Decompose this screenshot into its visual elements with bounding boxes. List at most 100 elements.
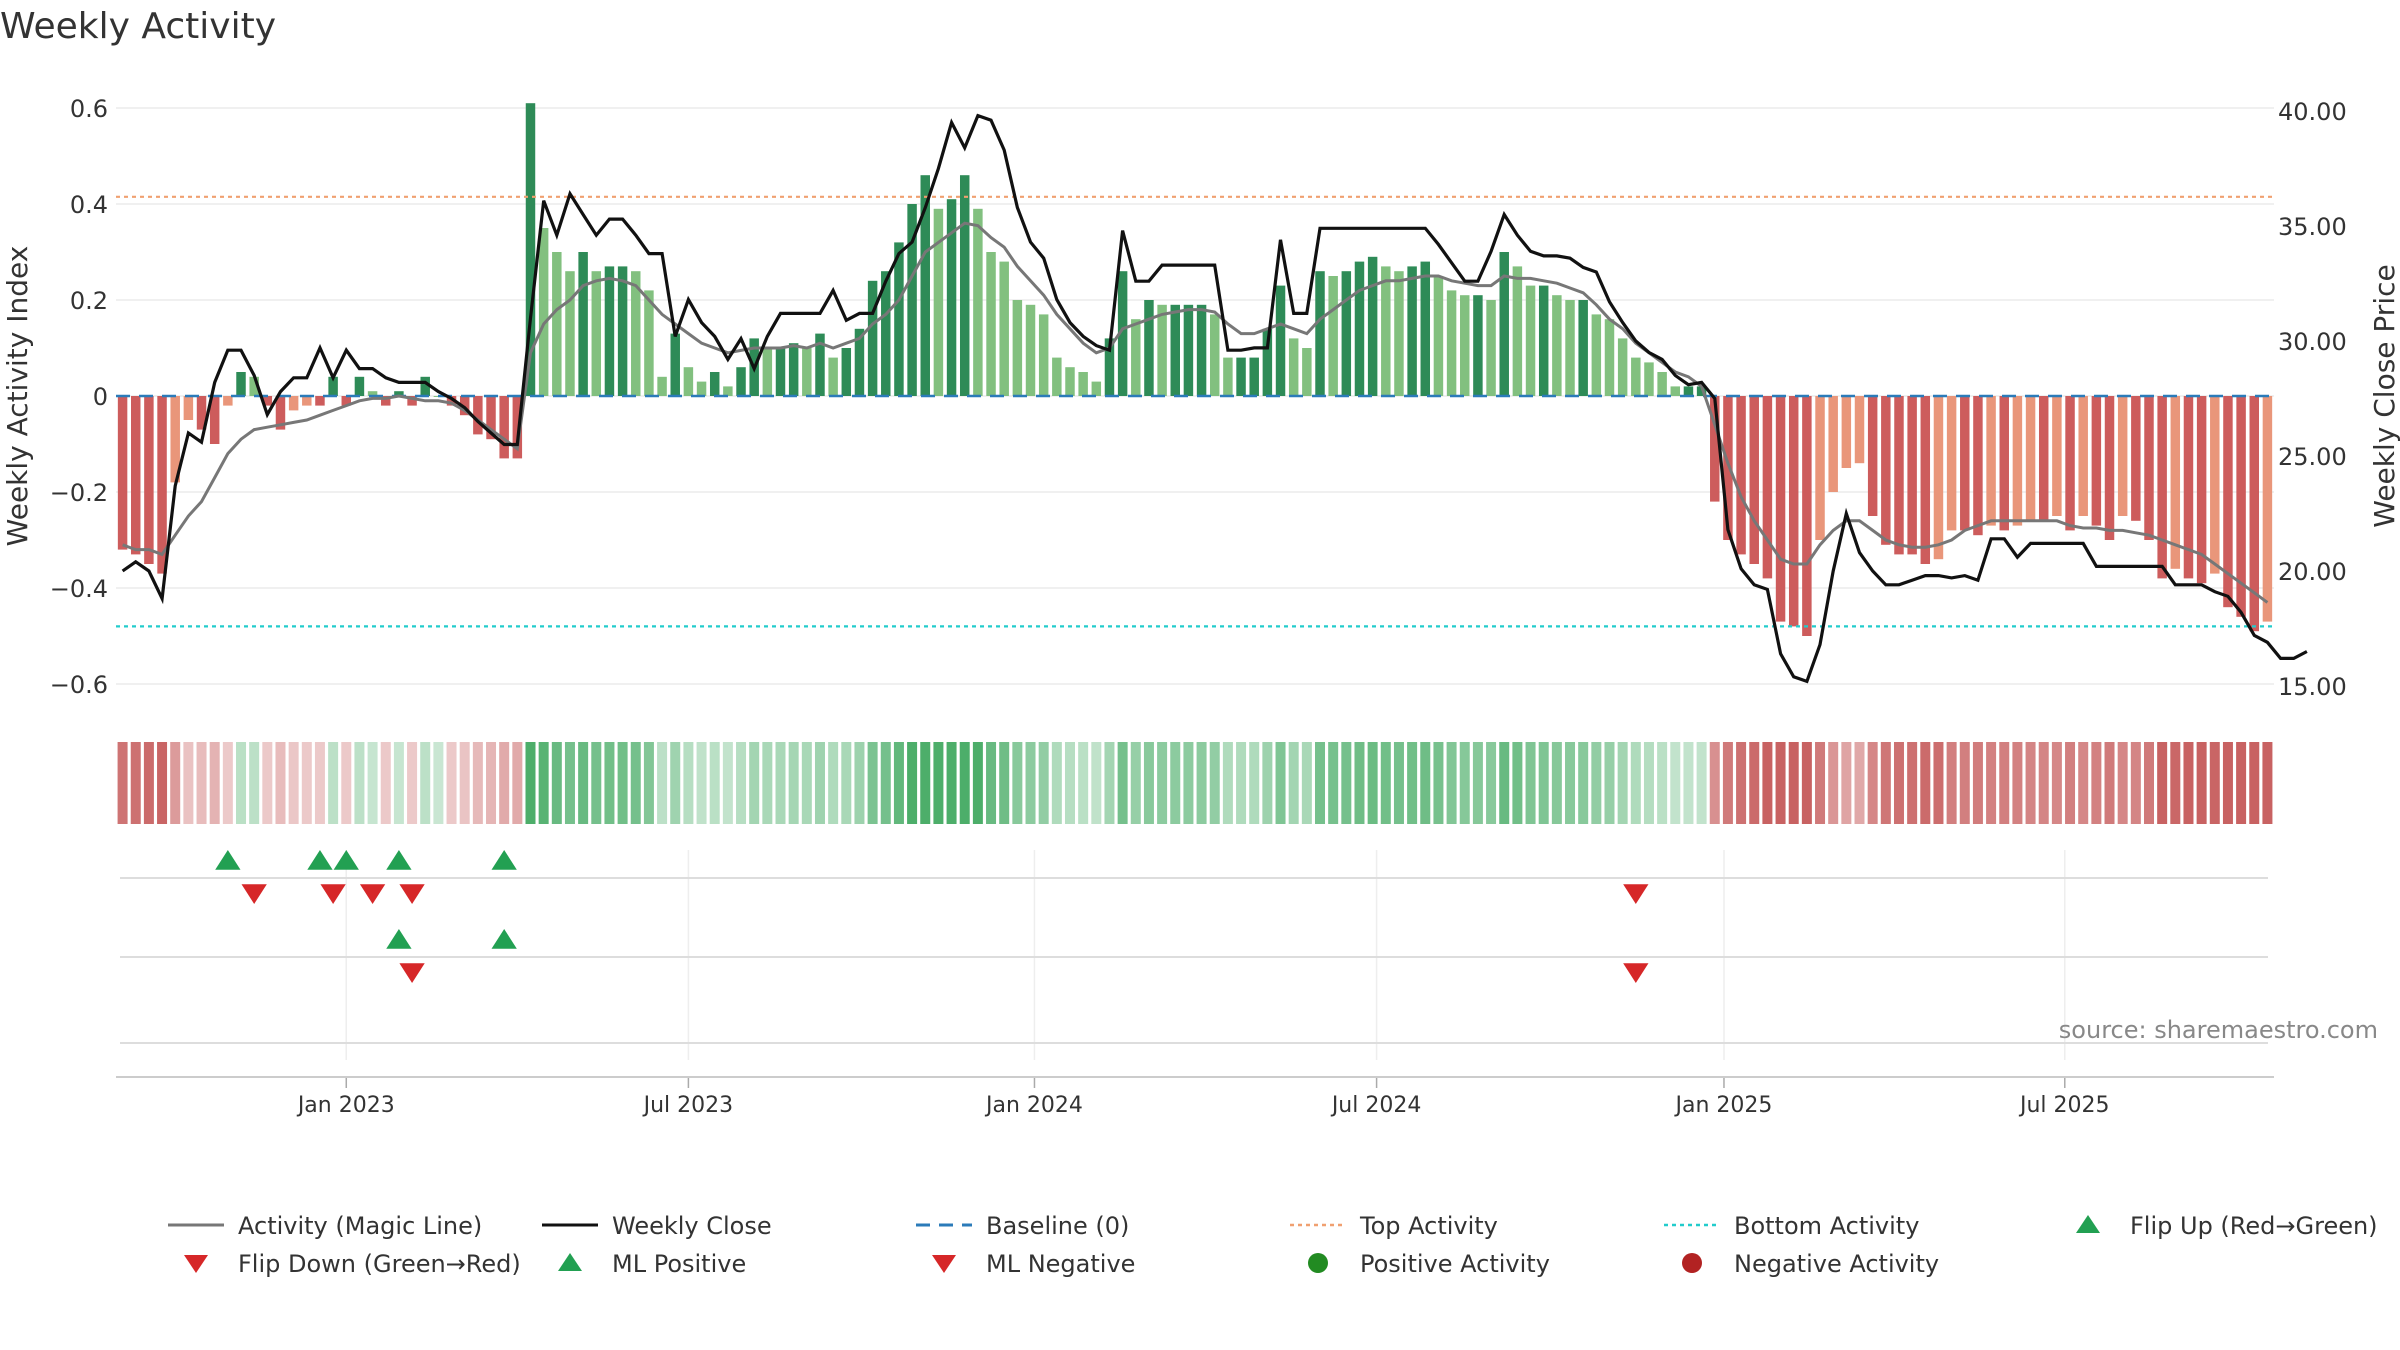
activity-bar [1367, 256, 1378, 396]
chart-title: Weekly Activity [0, 6, 276, 47]
reference-lines [116, 195, 2274, 628]
strip-cell [907, 742, 918, 824]
activity-bar [1078, 372, 1088, 396]
strip-cell [222, 742, 233, 824]
activity-bar [499, 396, 509, 459]
x-tick-label: Jan 2025 [1674, 1093, 1773, 1118]
strip-cell [736, 742, 747, 824]
legend-label: Baseline (0) [986, 1212, 1129, 1240]
activity-bar [920, 175, 930, 396]
activity-bar [907, 204, 917, 396]
magic-line-series [122, 221, 2269, 604]
activity-bar [565, 271, 575, 396]
strip-cell [354, 742, 365, 824]
strip-cell [157, 742, 168, 824]
strip-cell [262, 742, 273, 824]
flip-down-marker [359, 884, 386, 904]
activity-bar [2052, 396, 2062, 516]
strip-cell [1815, 742, 1826, 824]
activity-bar [1170, 304, 1180, 396]
activity-bar [2025, 396, 2036, 521]
legend-item: Top Activity [1290, 1212, 1498, 1240]
strip-cell [170, 742, 181, 824]
activity-bar [1262, 328, 1273, 396]
activity-bar [1012, 300, 1023, 396]
activity-bar [1907, 396, 1917, 555]
strip-cell [1617, 742, 1628, 824]
activity-bar [2131, 396, 2141, 521]
activity-bar [1249, 357, 1259, 396]
strip-cell [301, 742, 312, 824]
strip-cell [2130, 742, 2141, 824]
strip-cell [551, 742, 562, 824]
activity-bar [1565, 300, 1575, 396]
strip-cell [1130, 742, 1141, 824]
activity-bar [802, 348, 812, 396]
strip-cell [1143, 742, 1154, 824]
strip-cell [1420, 742, 1431, 824]
strip-cell [2078, 742, 2089, 824]
activity-bar [394, 391, 404, 396]
activity-bars [117, 103, 2273, 636]
strip-cell [657, 742, 668, 824]
activity-bar [1025, 304, 1036, 396]
strip-cell [1841, 742, 1852, 824]
strip-cell [1354, 742, 1365, 824]
legend-triangle-down-icon [932, 1255, 956, 1273]
strip-cell [288, 742, 299, 824]
strip-cell [393, 742, 404, 824]
legend-triangle-up-icon [558, 1253, 582, 1271]
strip-cell [1288, 742, 1299, 824]
activity-bar [1894, 396, 1904, 555]
strip-cell [1959, 742, 1970, 824]
activity-bar [696, 381, 707, 396]
activity-bar [1644, 362, 1654, 396]
strip-cell [472, 742, 483, 824]
strip-cell [604, 742, 615, 824]
activity-bar [2144, 396, 2154, 540]
activity-bar [841, 348, 852, 396]
strip-cell [1196, 742, 1207, 824]
activity-bar [196, 396, 207, 430]
legend-label: ML Negative [986, 1250, 1135, 1278]
activity-bar [1657, 372, 1667, 396]
activity-bar [1854, 396, 1865, 464]
strip-cell [933, 742, 944, 824]
flip-up-marker [215, 850, 241, 870]
activity-bar [2170, 396, 2181, 569]
activity-bar [1104, 338, 1115, 396]
strip-cell [696, 742, 707, 824]
strip-cell [1512, 742, 1523, 824]
strip-cell [117, 742, 128, 824]
activity-bar [1341, 271, 1352, 396]
activity-bar [1973, 396, 1983, 536]
strip-cell [1012, 742, 1023, 824]
strip-cell [1525, 742, 1536, 824]
x-tick-label: Jan 2023 [296, 1093, 395, 1118]
activity-bar [657, 376, 667, 396]
strip-cell [841, 742, 852, 824]
strip-cell [1920, 742, 1931, 824]
strip-cell [499, 742, 510, 824]
strip-cell [1275, 742, 1286, 824]
activity-bar [288, 396, 299, 411]
strip-cell [1472, 742, 1483, 824]
strip-cell [1341, 742, 1352, 824]
activity-bar [183, 396, 194, 420]
activity-bar [578, 252, 588, 396]
strip-cell [275, 742, 286, 824]
activity-bar [486, 396, 496, 440]
strip-cell [1157, 742, 1168, 824]
activity-bar [1354, 261, 1365, 396]
strip-cell [512, 742, 523, 824]
activity-bar [131, 396, 141, 555]
activity-bar [631, 271, 641, 396]
strip-cell [183, 742, 194, 824]
activity-bar [249, 376, 259, 396]
legend-item: ML Negative [932, 1250, 1135, 1278]
activity-bar [1446, 290, 1457, 396]
strip-cell [1091, 742, 1102, 824]
strip-cell [130, 742, 141, 824]
right-tick-label: 20.00 [2278, 558, 2347, 586]
strip-cell [1972, 742, 1983, 824]
